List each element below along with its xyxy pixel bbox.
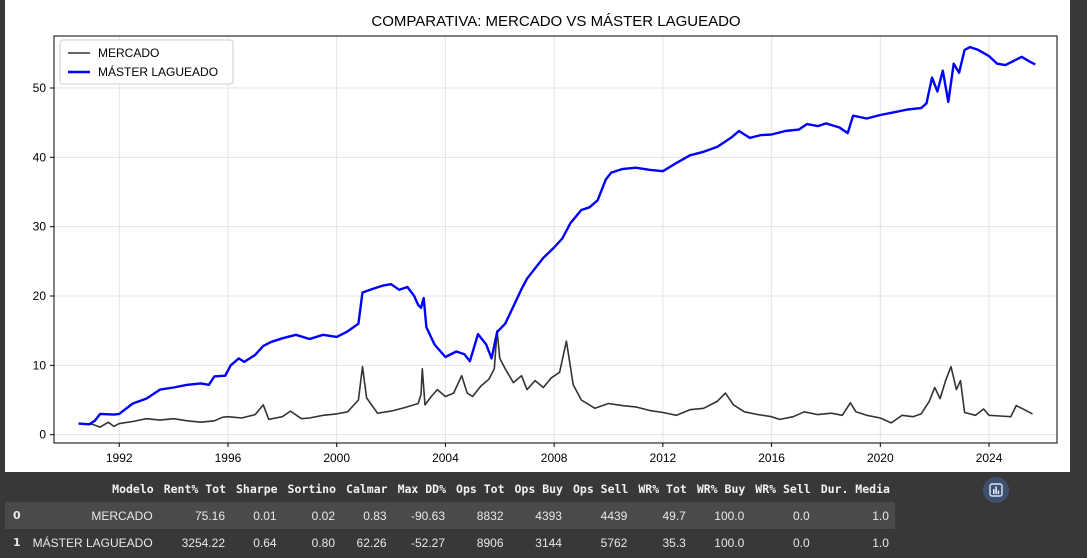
table-cell: 8906 (476, 535, 504, 550)
table-cell: 100.0 (714, 508, 745, 523)
x-tick-label: 2016 (758, 451, 785, 465)
legend: MERCADO MÁSTER LAGUEADO (59, 39, 234, 85)
column-header: Calmar (346, 482, 388, 496)
table-row: 0 MERCADO 75.16 0.01 0.02 0.83 -90.63 8832 4393 4… (5, 502, 895, 529)
x-tick-label: 2004 (432, 451, 459, 465)
column-header: Modelo (112, 482, 154, 496)
x-tick-label: 2008 (541, 451, 568, 465)
table-cell: 62.26 (356, 535, 387, 550)
table-cell: MERCADO (91, 508, 153, 523)
series-line-0 (78, 329, 1033, 428)
chart-suggestion-button[interactable] (983, 477, 1009, 503)
table-cell: 1.0 (872, 535, 889, 550)
table-header-row: Modelo Rent% Tot Sharpe Sortino Calmar Max DD… (5, 476, 895, 502)
table-cell: -90.63 (411, 508, 446, 523)
column-header: Ops Buy (514, 482, 563, 496)
table-cell: 3144 (535, 535, 562, 550)
table-cell: 4393 (535, 508, 562, 523)
legend-box (59, 39, 234, 85)
ticks: 1992 1996 2000 2004 2008 2012 2016 2020 2024 0 10 2… (33, 81, 1003, 465)
table-cell: 8832 (476, 508, 504, 523)
y-tick-label: 10 (33, 358, 47, 372)
column-header: Max DD% (397, 482, 447, 496)
y-tick-label: 40 (33, 150, 47, 164)
series-layer (78, 45, 1036, 428)
table-cell: 0.0 (793, 508, 810, 523)
x-tick-label: 2024 (976, 451, 1003, 465)
x-tick-label: 2020 (867, 451, 894, 465)
line-chart: COMPARATIVA: MERCADO VS MÁSTER LAGUEADO … (33, 13, 1058, 465)
y-tick-label: 30 (33, 220, 47, 234)
column-header: Rent% Tot (163, 482, 226, 496)
legend-label: MERCADO (98, 46, 159, 60)
table-body: 0 MERCADO 75.16 0.01 0.02 0.83 -90.63 8832 4393 4… (5, 502, 895, 556)
series-line-1 (78, 45, 1036, 426)
x-tick-label: 1992 (106, 451, 133, 465)
column-header: Ops Sell (572, 482, 629, 496)
table-cell: -52.27 (411, 535, 446, 550)
legend-label: MÁSTER LAGUEADO (98, 64, 218, 79)
table-cell: 3254.22 (181, 535, 225, 550)
results-table: Modelo Rent% Tot Sharpe Sortino Calmar Max DD… (5, 476, 895, 556)
table-cell: 0.01 (253, 508, 277, 523)
column-header: Sharpe (236, 482, 278, 496)
column-header: WR% Buy (696, 482, 746, 496)
chart-panel: COMPARATIVA: MERCADO VS MÁSTER LAGUEADO … (5, 0, 1070, 472)
table-cell: 1.0 (872, 508, 889, 523)
x-tick-label: 1996 (215, 451, 242, 465)
bar-chart-icon (989, 483, 1003, 497)
table-row: 1 MÁSTER LAGUEADO 3254.22 0.64 0.80 62.26 -52.… (5, 529, 895, 556)
table-cell: 75.16 (194, 508, 225, 523)
y-tick-label: 50 (33, 81, 47, 95)
table-cell: 0.64 (253, 535, 277, 550)
chart-title: COMPARATIVA: MERCADO VS MÁSTER LAGUEADO (371, 13, 740, 30)
column-header: WR% Sell (755, 482, 811, 496)
x-tick-label: 2000 (323, 451, 350, 465)
column-header: WR% Tot (638, 482, 687, 496)
table-cell: 0.0 (793, 535, 810, 550)
results-table-panel: Modelo Rent% Tot Sharpe Sortino Calmar Max DD… (0, 472, 1087, 558)
table-cell: 0.02 (311, 508, 336, 523)
grid (54, 36, 1057, 443)
plot-frame (53, 35, 1058, 444)
table-cell: 35.3 (662, 535, 686, 550)
index-header (5, 476, 27, 502)
table-cell: 49.7 (662, 508, 686, 523)
column-header: Sortino (287, 482, 337, 496)
table-cell: 100.0 (714, 535, 745, 550)
table-cell: 0.80 (311, 535, 336, 550)
table-cell: 4439 (600, 508, 628, 523)
table-cell: MÁSTER LAGUEADO (32, 535, 153, 550)
y-tick-label: 0 (39, 428, 46, 442)
row-index: 1 (13, 536, 21, 549)
column-header: Ops Tot (456, 482, 505, 496)
y-tick-label: 20 (33, 289, 47, 303)
column-header: Dur. Media (820, 482, 890, 496)
x-tick-label: 2012 (650, 451, 677, 465)
row-index: 0 (13, 509, 21, 522)
table-cell: 5762 (600, 535, 628, 550)
table-cell: 0.83 (363, 508, 387, 523)
